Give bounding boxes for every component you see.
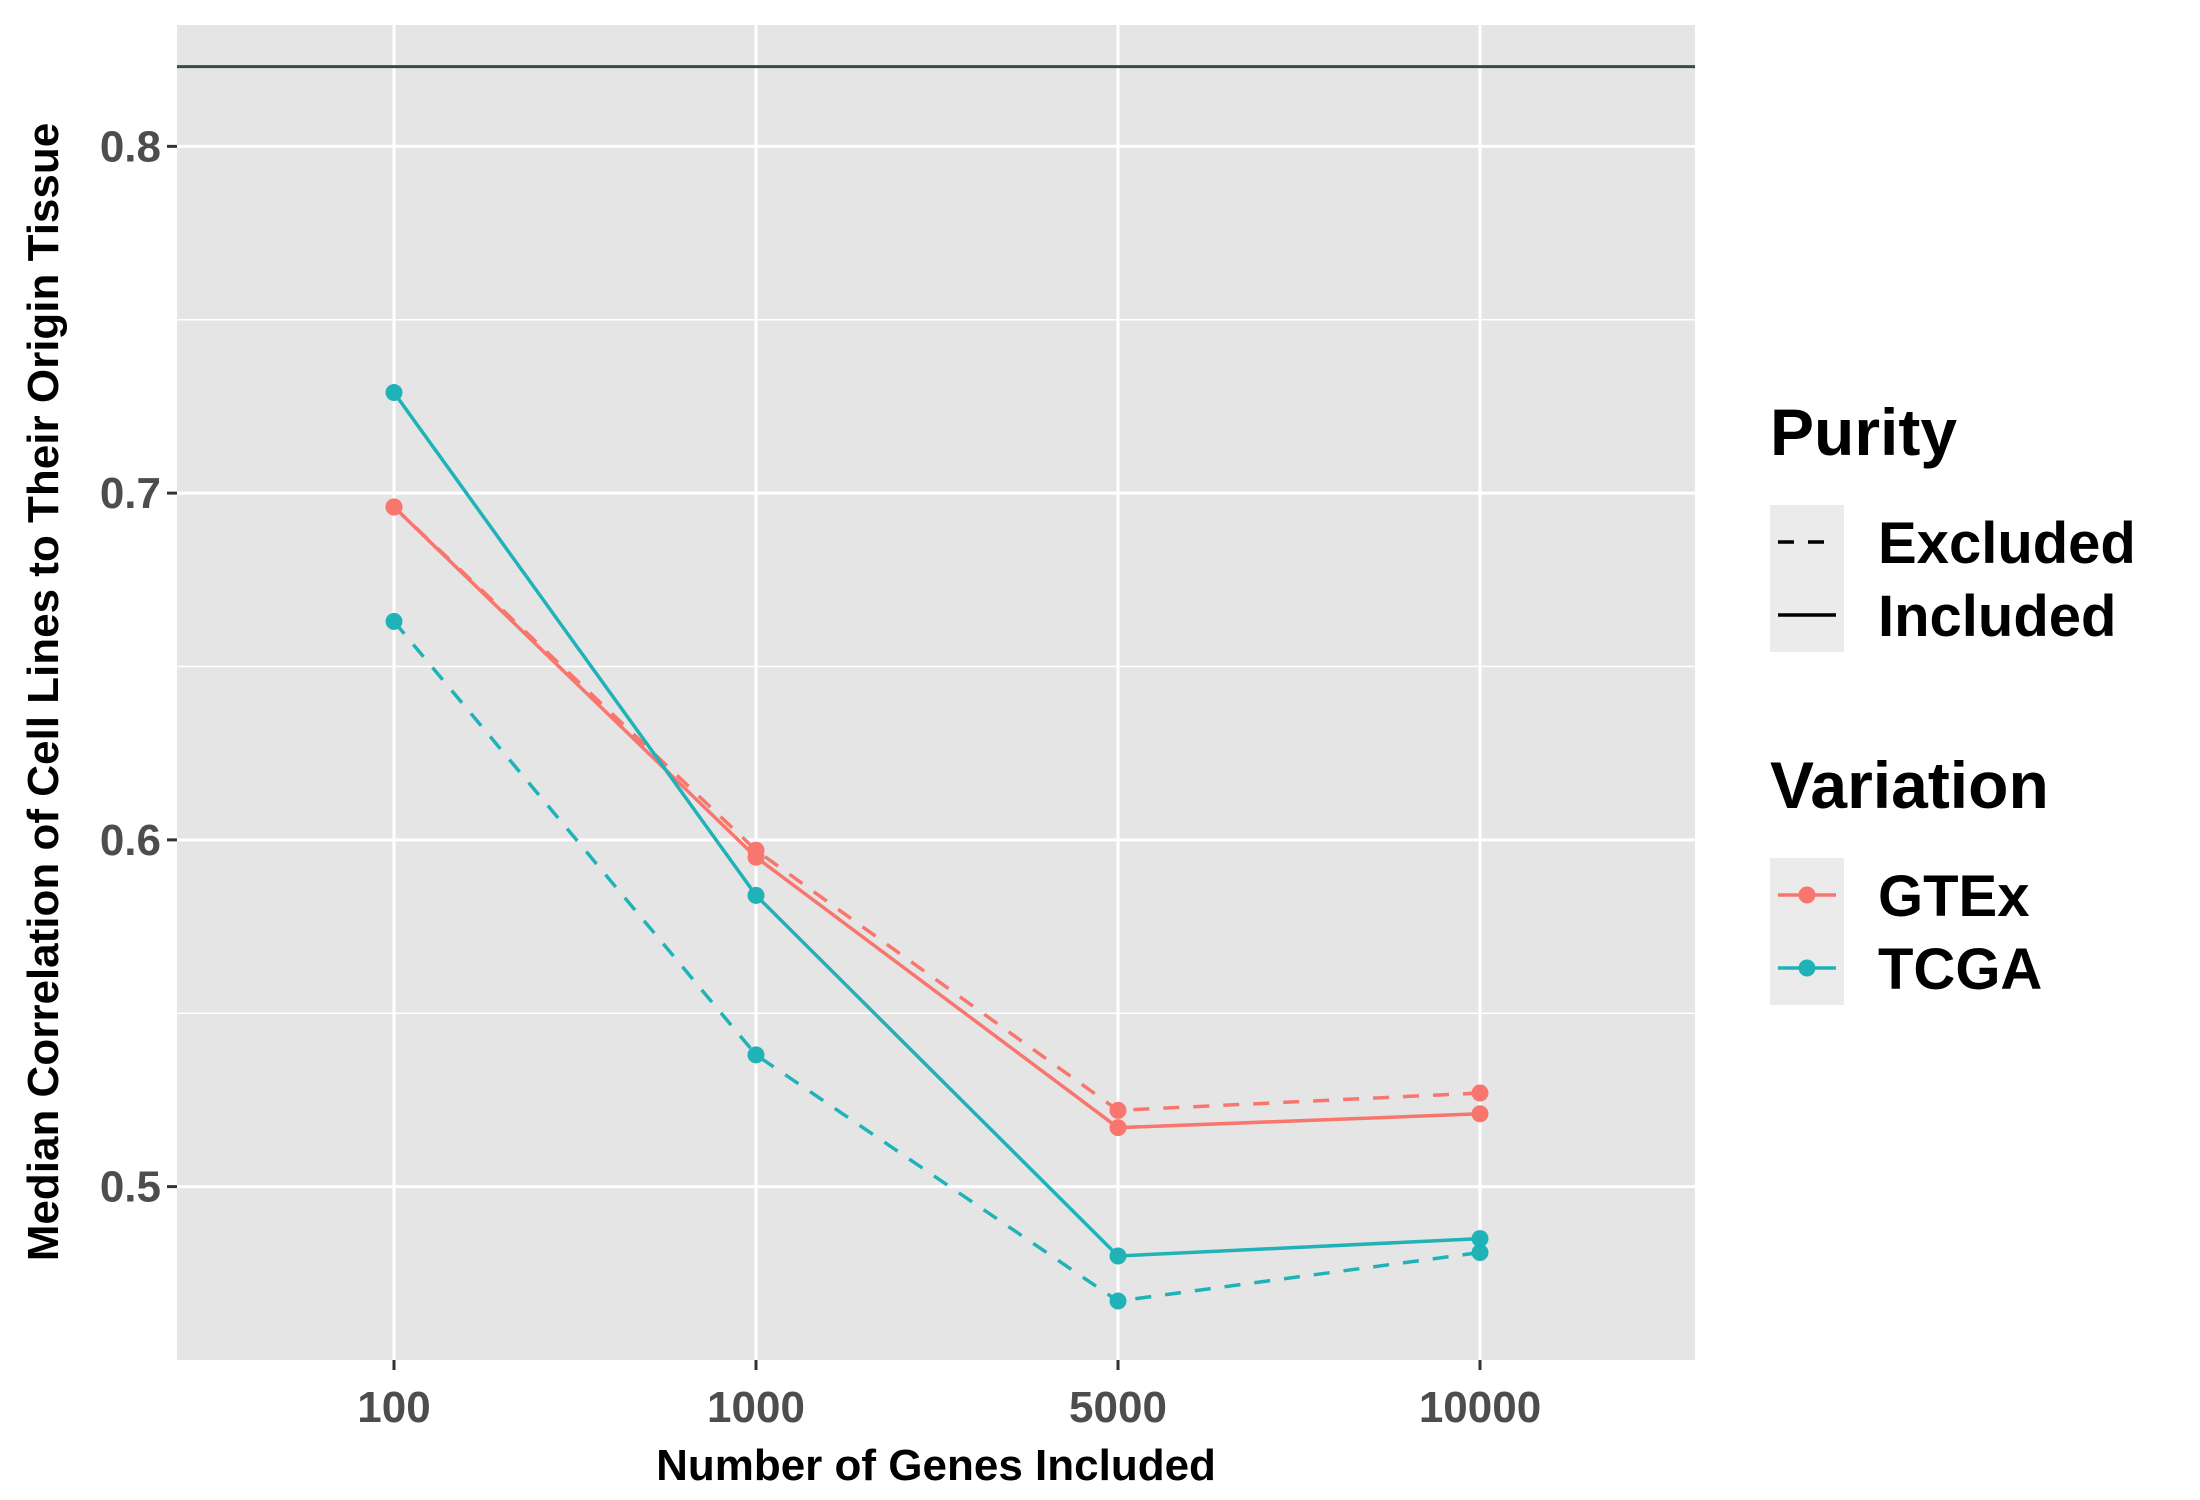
data-point-tcga-included xyxy=(1109,1247,1127,1265)
data-point-gtex-excluded xyxy=(747,841,765,859)
data-point-tcga-included xyxy=(747,886,765,904)
legend-key-background xyxy=(1770,858,1844,1005)
legend-label: Included xyxy=(1878,584,2116,649)
major-gridlines xyxy=(177,25,1695,1360)
legend-key-point xyxy=(1798,959,1816,977)
data-point-gtex-excluded xyxy=(385,498,403,516)
legend-label: GTEx xyxy=(1878,864,2030,929)
x-tick-label: 5000 xyxy=(1069,1383,1167,1432)
legend: Purity Excluded Included Variation GTEx TCGA xyxy=(1770,395,2136,1005)
data-point-tcga-excluded xyxy=(747,1046,765,1064)
y-tick-label: 0.8 xyxy=(100,122,161,171)
data-point-tcga-included xyxy=(1471,1230,1489,1248)
legend-title: Variation xyxy=(1770,748,2049,822)
data-point-tcga-included xyxy=(385,384,403,402)
data-point-gtex-excluded xyxy=(1109,1101,1127,1119)
series-line-gtex-excluded xyxy=(392,505,1481,1113)
plot-panel xyxy=(177,25,1695,1360)
data-point-gtex-included xyxy=(1109,1119,1127,1137)
series-line-gtex-included xyxy=(392,505,1481,1130)
legend-title: Purity xyxy=(1770,395,1957,469)
data-point-tcga-excluded xyxy=(1471,1244,1489,1262)
legend-key-background xyxy=(1770,505,1844,652)
y-axis: 0.5 0.6 0.7 0.8 xyxy=(100,122,177,1212)
y-tick-label: 0.7 xyxy=(100,469,161,518)
series-line-tcga-excluded xyxy=(392,620,1481,1303)
x-axis-title: Number of Genes Included xyxy=(656,1441,1216,1490)
legend-key-point xyxy=(1798,886,1816,904)
minor-gridlines xyxy=(177,318,1695,1014)
legend-label: Excluded xyxy=(1878,511,2136,576)
x-axis: 100 1000 5000 10000 xyxy=(357,1360,1541,1432)
data-point-tcga-excluded xyxy=(1109,1292,1127,1310)
data-point-gtex-included xyxy=(1471,1105,1489,1123)
series-layer xyxy=(385,384,1489,1310)
y-axis-title: Median Correlation of Cell Lines to Thei… xyxy=(19,123,68,1261)
data-point-tcga-excluded xyxy=(385,612,403,630)
data-point-gtex-excluded xyxy=(1471,1084,1489,1102)
series-line-tcga-included xyxy=(392,391,1481,1258)
y-tick-label: 0.6 xyxy=(100,816,161,865)
y-tick-label: 0.5 xyxy=(100,1163,161,1212)
legend-label: TCGA xyxy=(1878,937,2042,1002)
x-tick-label: 1000 xyxy=(707,1383,805,1432)
x-tick-label: 100 xyxy=(357,1383,430,1432)
x-tick-label: 10000 xyxy=(1419,1383,1541,1432)
